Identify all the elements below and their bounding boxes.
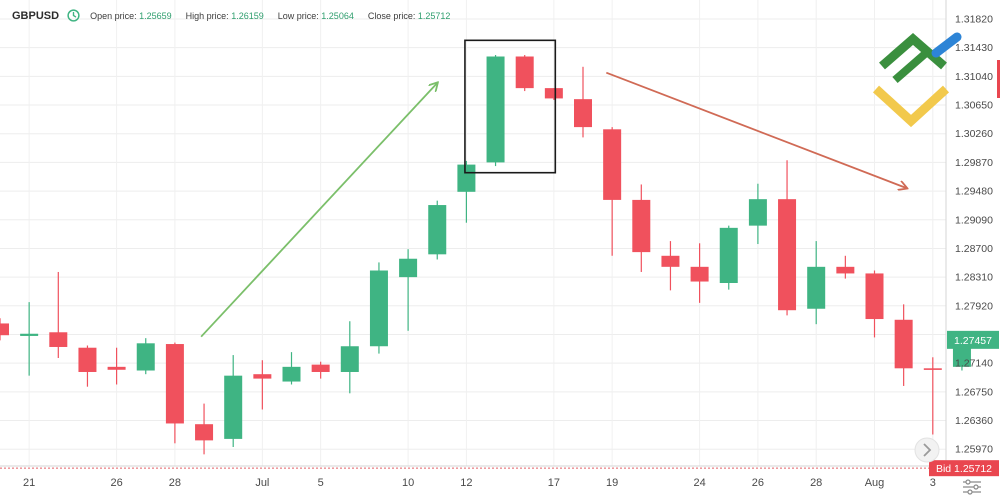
time-tick-label: 10 [402, 477, 414, 489]
price-tick-label: 1.31820 [955, 14, 993, 26]
high-price-label: High price: [185, 10, 229, 21]
time-tick-label: 17 [548, 477, 560, 489]
scroll-right-icon[interactable] [923, 443, 932, 457]
price-tick-label: 1.27140 [955, 358, 993, 370]
current-price-badge [947, 330, 999, 349]
time-tick-label: Aug [865, 477, 885, 489]
candle-body [661, 255, 680, 267]
candle-body [486, 56, 505, 163]
price-tick-label: 1.29480 [955, 186, 993, 198]
plot-area [0, 0, 946, 466]
candle-body [224, 375, 243, 439]
candle-body [340, 346, 359, 372]
candle-body [369, 270, 388, 347]
chart-header: GBPUSD Open price: 1.25659 High price: 1… [12, 9, 464, 22]
candle-body [778, 199, 797, 311]
candle-body [719, 227, 738, 284]
candle-body [748, 199, 767, 226]
candle-body [603, 129, 622, 200]
time-tick-label: 12 [460, 477, 472, 489]
uptrend-arrow [200, 83, 437, 338]
price-tick-label: 1.31430 [955, 42, 993, 54]
high-price: High price: 1.26159 [186, 11, 264, 21]
time-tick-label: 5 [318, 477, 324, 489]
clock-icon[interactable] [67, 9, 80, 22]
brand-logo-icon [872, 32, 962, 128]
price-tick-label: 1.30650 [955, 100, 993, 112]
time-tick-label: 3 [930, 477, 936, 489]
close-price-value: 1.25712 [417, 10, 451, 21]
price-tick-label: 1.25970 [955, 444, 993, 456]
candle-body [690, 266, 709, 282]
candle-body [807, 266, 826, 309]
price-tick-label: 1.27920 [955, 300, 993, 312]
time-tick-label: 24 [693, 477, 705, 489]
candle-body [428, 205, 447, 255]
time-tick-label: 26 [110, 477, 122, 489]
candle-body [0, 323, 9, 336]
candle-body [865, 273, 884, 320]
price-tick-label: 1.28310 [955, 272, 993, 284]
close-price-label: Close price: [367, 10, 416, 21]
price-tick-label: 1.26750 [955, 386, 993, 398]
scroll-right-button[interactable] [914, 437, 940, 463]
bid-price-badge [929, 460, 999, 477]
bid-price-value: Bid 1.25712 [936, 463, 992, 475]
candle-body [311, 364, 330, 372]
time-tick-label: 19 [606, 477, 618, 489]
price-tick-label: 1.29090 [955, 214, 993, 226]
price-tick-label: 1.29870 [955, 157, 993, 169]
low-price-label: Low price: [277, 10, 319, 21]
candle-body [165, 344, 184, 424]
price-tick-label: 1.30260 [955, 128, 993, 140]
time-tick-label: 26 [752, 477, 764, 489]
price-marker [997, 60, 1000, 98]
candle-body [195, 424, 214, 441]
candle-body [515, 56, 534, 89]
candle-body [457, 164, 476, 192]
candle-body [894, 319, 913, 369]
time-tick-label: 28 [169, 477, 181, 489]
downtrend-arrow [605, 71, 906, 188]
close-price: Close price: 1.25712 [368, 11, 451, 21]
high-price-value: 1.26159 [231, 10, 264, 21]
time-tick-label: 21 [23, 477, 35, 489]
candle-body [399, 258, 418, 278]
candle-body [253, 374, 272, 379]
pattern-box [464, 39, 557, 174]
time-tick-label: Jul [255, 477, 269, 489]
candle-body [20, 333, 39, 336]
low-price: Low price: 1.25064 [278, 11, 354, 21]
price-tick-label: 1.28700 [955, 243, 993, 255]
candle-body [923, 368, 942, 370]
settings-icon[interactable] [963, 479, 981, 495]
current-price-value: 1.27457 [954, 335, 992, 347]
time-tick-label: 28 [810, 477, 822, 489]
low-price-value: 1.25064 [321, 10, 354, 21]
candle-body [107, 366, 126, 370]
price-tick-label: 1.31040 [955, 71, 993, 83]
open-price-label: Open price: [90, 10, 137, 21]
candle-body [836, 266, 855, 274]
candle-body [78, 347, 97, 372]
open-price-value: 1.25659 [139, 10, 172, 21]
candle-body [49, 332, 68, 347]
candle-body [632, 199, 651, 253]
open-price: Open price: 1.25659 [90, 11, 172, 21]
candle-body [544, 88, 563, 99]
candle-body [282, 366, 301, 382]
candle-body [574, 99, 592, 128]
symbol-label[interactable]: GBPUSD [12, 9, 60, 22]
price-tick-label: 1.26360 [955, 415, 993, 427]
candle-body [136, 343, 155, 371]
